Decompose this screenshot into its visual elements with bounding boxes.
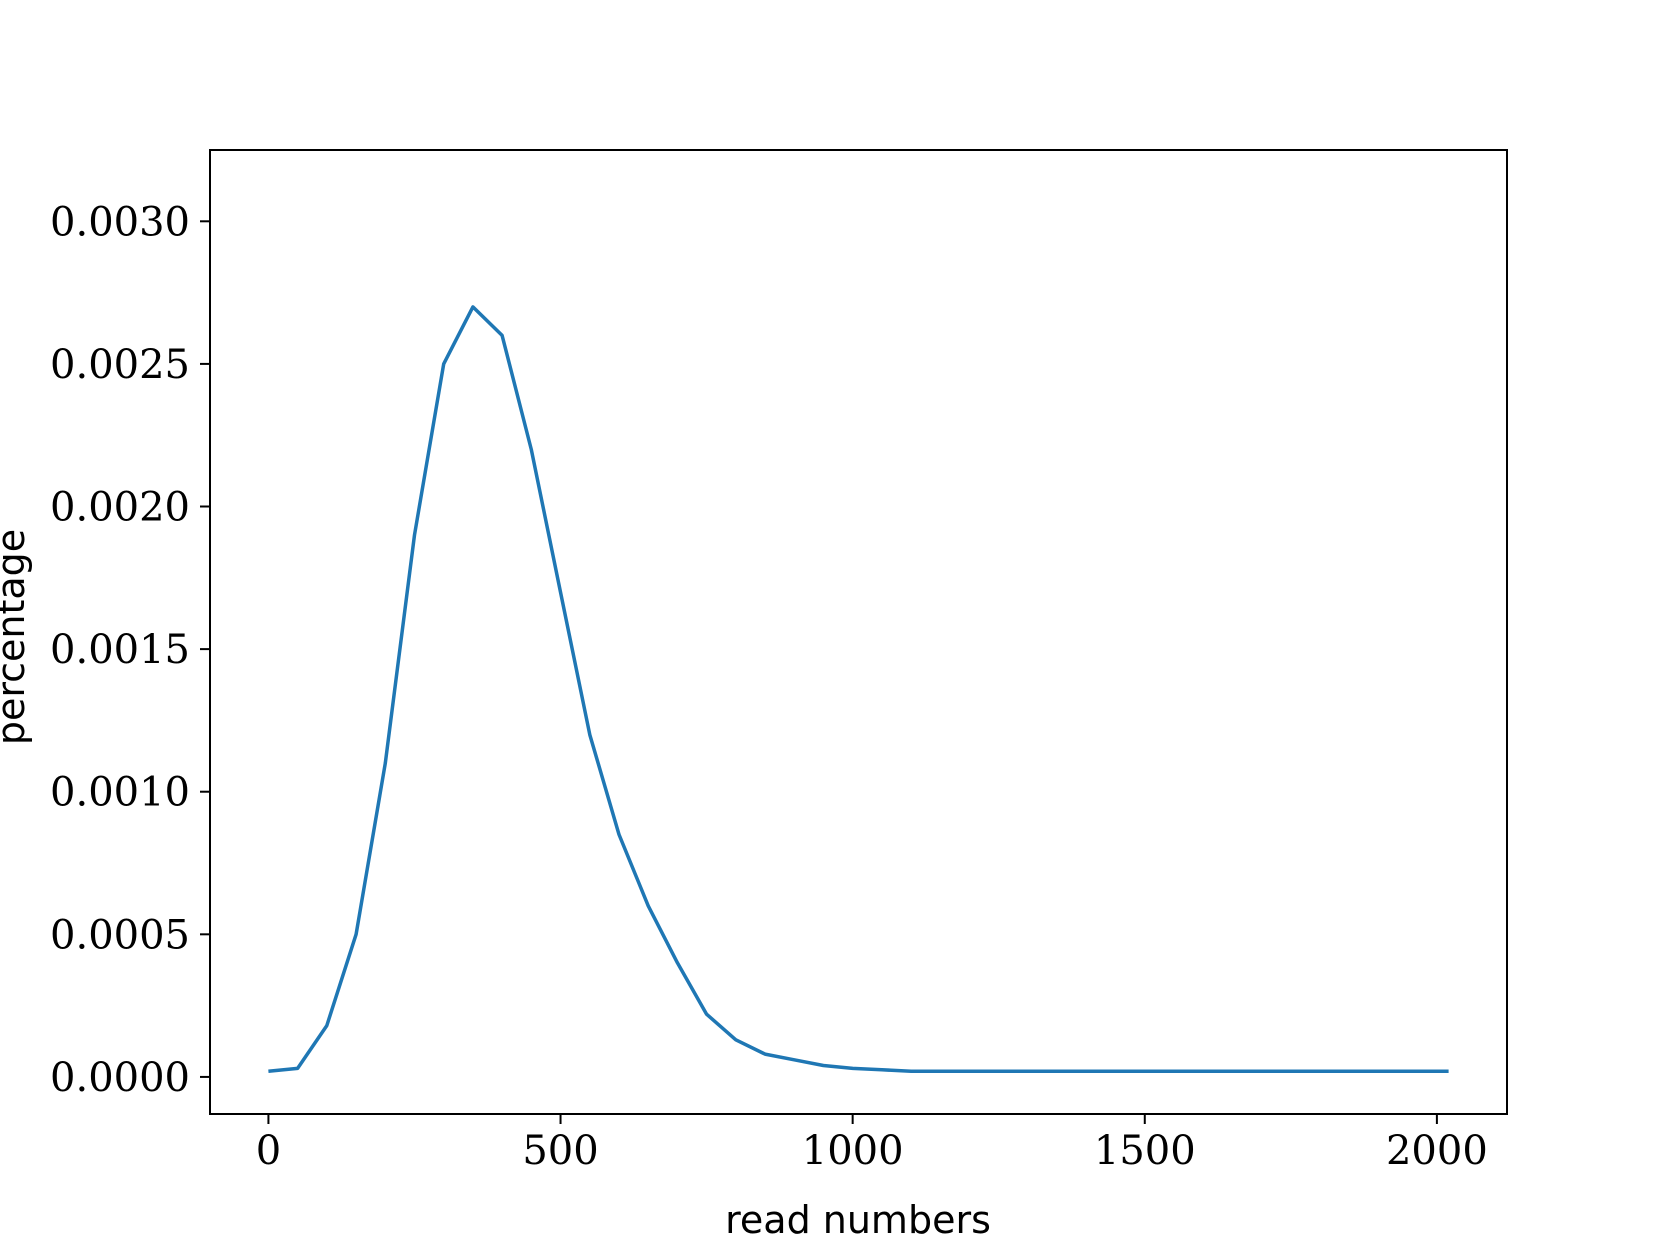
y-tick-label: 0.0005 <box>50 912 190 958</box>
y-axis: 0.0000 0.0005 0.0010 0.0015 0.0020 0.0025 0.00… <box>50 199 210 1101</box>
y-tick-label: 0.0015 <box>50 627 190 673</box>
x-tick-label: 1000 <box>802 1128 904 1174</box>
y-tick-label: 0.0020 <box>50 485 190 531</box>
x-tick-label: 0 <box>256 1128 281 1174</box>
y-tick-label: 0.0010 <box>50 770 190 816</box>
plot-area <box>210 150 1507 1114</box>
y-tick-label: 0.0030 <box>50 199 190 245</box>
y-tick-label: 0.0025 <box>50 342 190 388</box>
x-tick-label: 1500 <box>1094 1128 1196 1174</box>
series-layer <box>268 305 1449 1073</box>
y-axis-label: percentage <box>0 529 33 745</box>
plot-frame <box>209 149 1508 1115</box>
x-tick-label: 500 <box>522 1128 598 1174</box>
x-axis: 0 500 1000 1500 2000 <box>256 1114 1488 1174</box>
y-tick-label: 0.0000 <box>50 1055 190 1101</box>
series-line <box>268 305 1449 1073</box>
x-axis-label: read numbers <box>725 1198 991 1242</box>
x-tick-label: 2000 <box>1386 1128 1488 1174</box>
